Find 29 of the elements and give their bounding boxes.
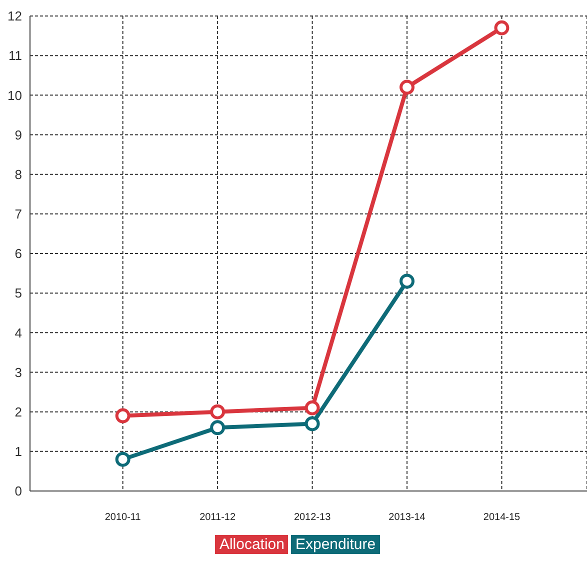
y-tick-label: 9 — [14, 127, 22, 142]
point — [400, 274, 415, 289]
point — [304, 416, 320, 432]
point — [400, 80, 415, 95]
y-tick-label: 12 — [8, 8, 22, 24]
point — [304, 400, 320, 416]
point — [115, 452, 130, 467]
y-tick-label: 8 — [14, 166, 22, 182]
y-tick-label: 0 — [14, 484, 22, 499]
text: Allocation — [215, 535, 288, 554]
y-tick-label: 11 — [8, 48, 22, 64]
x-tick-label: 2014-15 — [483, 512, 521, 524]
x-tick-label: 2011-12 — [200, 512, 236, 524]
y-tick-label: 6 — [14, 246, 22, 262]
y-tick-label: 3 — [14, 364, 22, 380]
x-tick-label: 2010-11 — [104, 512, 142, 524]
text: Expenditure — [291, 535, 380, 554]
x-tick-label: 2013-14 — [388, 512, 426, 524]
y-tick-label: 4 — [14, 325, 22, 340]
point — [494, 20, 510, 36]
y-tick-label: 1 — [14, 444, 22, 460]
point — [210, 420, 226, 436]
y-tick-label: 5 — [14, 286, 22, 301]
y-tick-label: 2 — [14, 404, 22, 420]
point — [115, 408, 130, 424]
y-tick-label: 7 — [14, 206, 22, 222]
x-tick-label: 2012-13 — [294, 512, 332, 524]
point — [210, 404, 226, 420]
y-tick-label: 10 — [8, 88, 22, 103]
